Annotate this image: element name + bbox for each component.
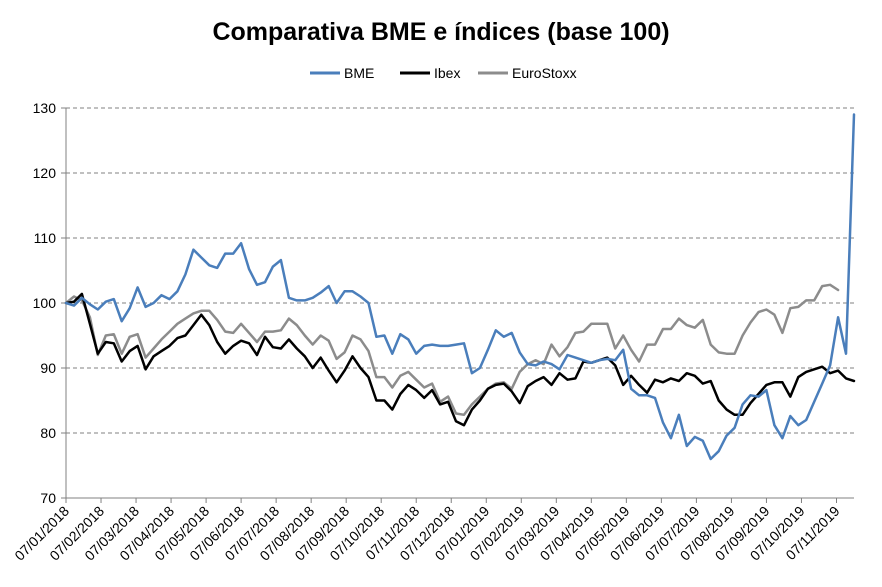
series-line-bme xyxy=(64,113,856,461)
y-tick-label: 80 xyxy=(40,425,56,441)
y-tick-label: 100 xyxy=(33,295,57,311)
series-line-eurostoxx xyxy=(64,283,840,417)
x-axis: 07/01/201807/02/201807/03/201807/04/2018… xyxy=(11,497,854,564)
legend-label-eurostoxx: EuroStoxx xyxy=(512,65,577,81)
y-tick-label: 110 xyxy=(34,230,57,246)
series-lines xyxy=(64,113,856,461)
legend: BME Ibex EuroStoxx xyxy=(310,65,577,81)
legend-label-bme: BME xyxy=(344,65,374,81)
y-axis: 70 80 90 100 110 120 130 xyxy=(33,100,67,506)
gridlines xyxy=(66,107,854,434)
legend-label-ibex: Ibex xyxy=(434,65,460,81)
y-tick-label: 90 xyxy=(40,360,56,376)
series-line-ibex xyxy=(64,292,856,427)
y-tick-label: 130 xyxy=(33,100,57,116)
y-tick-label: 70 xyxy=(40,490,56,506)
y-tick-label: 120 xyxy=(33,165,57,181)
chart-title: Comparativa BME e índices (base 100) xyxy=(212,18,669,46)
